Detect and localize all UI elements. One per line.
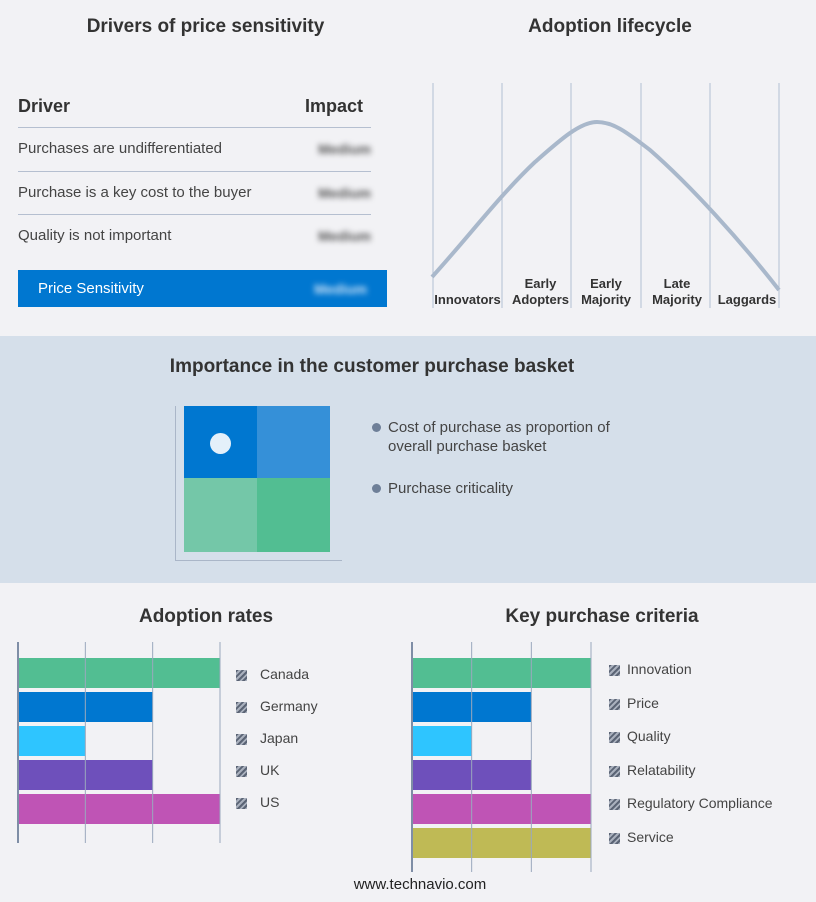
bar-us [18, 794, 220, 824]
driver-label: Purchases are undifferentiated [18, 140, 223, 157]
lifecycle-title: Adoption lifecycle [528, 16, 692, 37]
driver-label: Purchase is a key cost to the buyer [18, 184, 252, 201]
legend-cost-proportion: Cost of purchase as proportion of overal… [388, 419, 610, 455]
legend-label: Canada [260, 666, 310, 682]
summary-impact: Medium [314, 280, 367, 297]
impact-value: Medium [318, 184, 371, 201]
legend-bullet-icon [372, 423, 381, 432]
position-marker [210, 433, 231, 454]
footer-url: www.technavio.com [353, 876, 487, 893]
legend-swatch-icon [236, 702, 247, 713]
matrix-quadrant-bottom-left [184, 478, 257, 552]
stage-label-late-majority: Late Majority [652, 276, 702, 307]
matrix-quadrant-bottom-right [257, 478, 330, 552]
basket-section [0, 336, 816, 583]
legend-label: Quality [627, 728, 671, 745]
legend-swatch-icon [609, 698, 620, 710]
basket-title: Importance in the customer purchase bask… [169, 356, 575, 377]
table-row: Purchase is a key cost to the buyer Mediu… [18, 171, 371, 213]
legend-swatch-icon [609, 833, 620, 844]
matrix-y-axis [175, 406, 176, 560]
legend-label: Japan [260, 730, 299, 746]
summary-label: Price Sensitivity [38, 280, 144, 297]
table-row: Quality is not important Medium [18, 214, 371, 256]
price-sensitivity-summary: Price Sensitivity Medium [18, 270, 387, 307]
legend-label: US [260, 794, 280, 810]
kpc-title: Key purchase criteria [505, 606, 699, 627]
bar-service [412, 828, 591, 858]
matrix-quadrant-top-right [257, 406, 330, 478]
stage-label-early-majority: Early Majority [581, 276, 631, 307]
driver-column-header: Driver [18, 96, 71, 116]
adoption-curve [430, 119, 781, 292]
bar-japan [18, 726, 86, 756]
legend-label: Price [627, 694, 659, 711]
stage-label-innovators: Innovators [434, 292, 501, 307]
legend-swatch-icon [236, 734, 247, 745]
bar-regulatory-compliance [412, 794, 591, 824]
legend-swatch-icon [609, 799, 620, 811]
stage-label-laggards: Laggards [717, 292, 777, 307]
bar-canada [18, 658, 220, 688]
legend-label: Relatability [627, 761, 696, 778]
legend-swatch-icon [609, 665, 620, 676]
legend-swatch-icon [236, 798, 247, 809]
legend-swatch-icon [609, 732, 620, 744]
bar-quality [412, 726, 472, 756]
bar-innovation [412, 658, 591, 688]
legend-swatch-icon [236, 766, 247, 777]
stage-label-early-adopters: Early Adopters [511, 276, 570, 307]
legend-label: Innovation [627, 661, 692, 677]
impact-value: Medium [318, 140, 371, 157]
driver-label: Quality is not important [18, 227, 172, 244]
drivers-title: Drivers of price sensitivity [86, 16, 325, 37]
legend-label: Regulatory Compliance [627, 795, 773, 812]
legend-swatch-icon [609, 765, 620, 777]
legend-swatch-icon [236, 670, 247, 681]
matrix-x-axis [175, 560, 342, 561]
legend-bullet-icon [372, 484, 381, 493]
legend-label: Germany [260, 698, 318, 714]
impact-column-header: Impact [305, 96, 364, 116]
legend-label: Service [627, 829, 674, 845]
legend-label: UK [260, 762, 280, 778]
legend-purchase-criticality: Purchase criticality [388, 480, 514, 497]
impact-value: Medium [318, 227, 371, 244]
adoption-rates-title: Adoption rates [138, 606, 274, 627]
lifecycle-chart [430, 83, 781, 308]
table-row: Purchases are undifferentiated Medium [18, 127, 371, 169]
